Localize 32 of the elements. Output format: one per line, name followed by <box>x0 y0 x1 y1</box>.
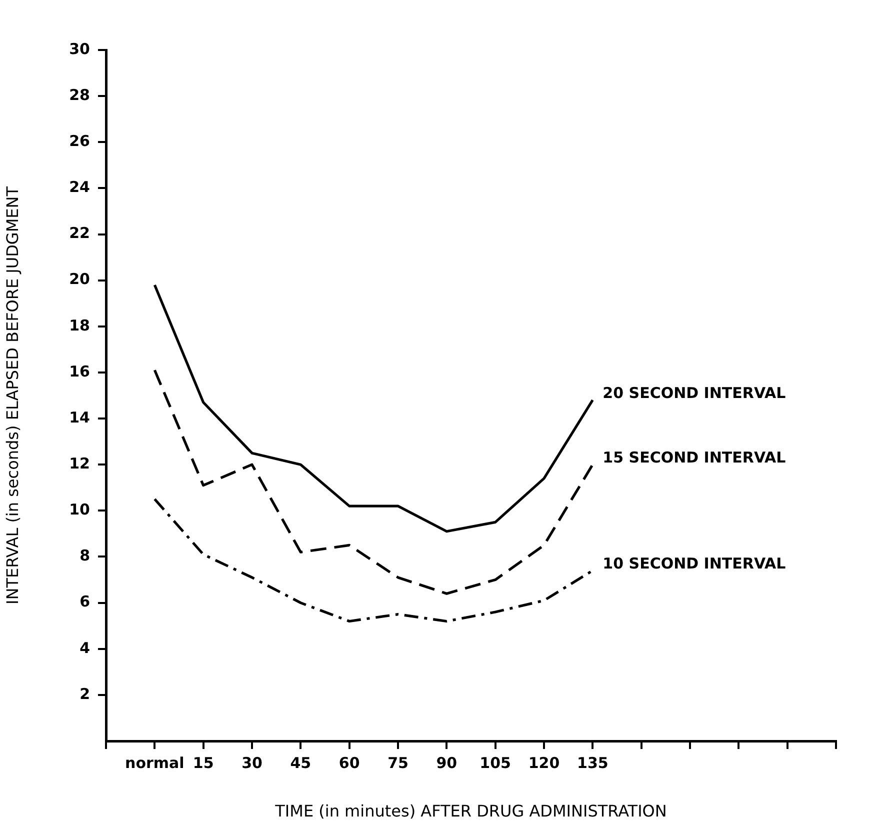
x-tick-label: 105 <box>480 754 511 772</box>
y-tick-label: 18 <box>69 316 90 334</box>
series-label: 20 SECOND INTERVAL <box>602 384 786 402</box>
y-tick-label: 2 <box>80 684 90 703</box>
x-tick-label: 75 <box>388 754 408 772</box>
y-tick-label: 16 <box>69 362 90 380</box>
y-tick-label: 20 <box>69 270 90 288</box>
x-tick-label: 90 <box>436 754 458 772</box>
x-tick-label: 30 <box>242 754 262 772</box>
x-tick-label: 135 <box>577 754 608 772</box>
y-axis-title: INTERVAL (in seconds) ELAPSED BEFORE JUDGMENT <box>2 186 22 604</box>
y-tick-label: 4 <box>80 638 90 657</box>
series-label: 10 SECOND INTERVAL <box>602 554 786 572</box>
y-tick-label: 22 <box>69 224 90 242</box>
y-tick-label: 6 <box>80 592 90 611</box>
line-series <box>153 498 594 623</box>
line-series <box>153 368 594 595</box>
x-tick-label: 60 <box>338 754 360 772</box>
y-tick-label: 30 <box>69 40 90 58</box>
y-tick-label: 28 <box>69 86 90 104</box>
x-tick-label: 45 <box>290 754 312 772</box>
y-tick-label: 12 <box>69 454 90 472</box>
x-tick-label: normal <box>125 754 184 772</box>
y-tick-label: 8 <box>80 546 90 565</box>
series-label: 15 SECOND INTERVAL <box>602 448 786 466</box>
x-tick-label: 15 <box>192 754 214 772</box>
x-axis-title: TIME (in minutes) AFTER DRUG ADMINISTRATION <box>274 802 667 821</box>
y-tick-label: 26 <box>69 132 90 150</box>
y-tick-label: 10 <box>69 500 90 519</box>
x-tick-label: 120 <box>528 754 560 772</box>
y-tick-label: 24 <box>69 178 90 196</box>
y-tick-label: 14 <box>69 408 90 426</box>
